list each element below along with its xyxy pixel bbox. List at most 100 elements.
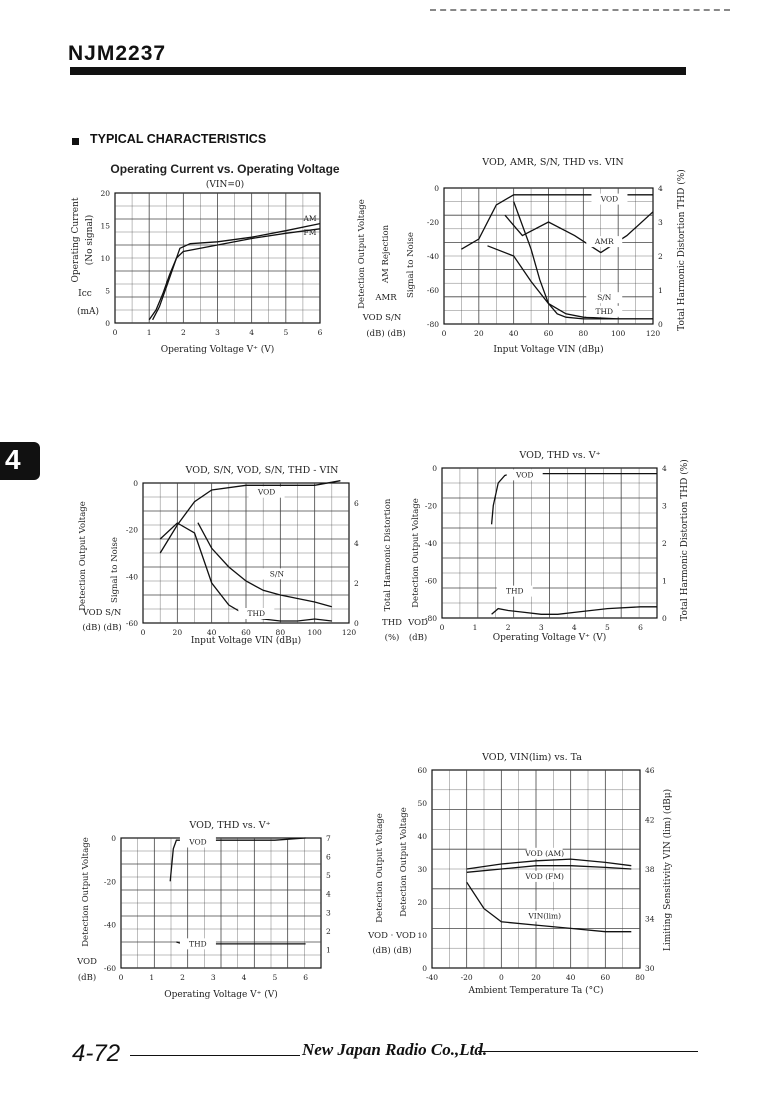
series-line-vod-am-: [466, 858, 632, 870]
x-tick-label: 120: [646, 329, 661, 338]
x-tick-label: 100: [611, 329, 626, 338]
x-tick-label: 3: [211, 973, 216, 982]
series-label-bg: [179, 836, 216, 848]
x-tick-label: 0: [442, 329, 447, 338]
x-tick-label: 4: [572, 623, 577, 632]
x-axis-label: Operating Voltage V⁺ (V): [493, 632, 607, 643]
y-tick-label: -20: [126, 526, 138, 535]
part-number: NJM2237: [68, 42, 167, 65]
series-label-bg: [496, 585, 533, 597]
series-label-bg: [179, 938, 216, 950]
x-tick-label: 80: [579, 329, 589, 338]
chart-c6: -40 -20 0 20 40 60 80 0 10 20 30 40 50 60 30 34 38 42 46 VO…: [367, 752, 673, 996]
series-label: VOD: [515, 470, 533, 479]
y-tick-label: 0: [434, 184, 439, 193]
x-tick-label: 3: [215, 328, 220, 337]
x-tick-label: 60: [241, 628, 251, 637]
y-tick-label: -60: [425, 577, 437, 586]
x-tick-label: 80: [276, 628, 286, 637]
y2-tick-label: 38: [645, 865, 655, 874]
footer-rule-left: [130, 1055, 300, 1056]
y-tick-label: -20: [427, 218, 439, 227]
series-label: AM: [302, 214, 316, 223]
series-label-bg: [586, 236, 623, 248]
y2-tick-label: 3: [658, 218, 663, 227]
chart-subtitle: (VIN=0): [206, 179, 244, 190]
y2-tick-label: 0: [354, 619, 359, 628]
y-tick-label: 0: [422, 964, 427, 973]
y-axis-label: AM Rejection: [381, 224, 391, 284]
y-tick-label: -40: [427, 252, 439, 261]
x-tick-label: 120: [342, 628, 357, 637]
series-label-bg: [591, 193, 628, 205]
y-axis-label: Signal to Noise: [406, 232, 416, 298]
x-axis-label: Input Voltage VIN (dBμ): [191, 635, 301, 646]
y-tick-label: 60: [417, 766, 427, 775]
y2-axis-label: Limiting Sensitivity VIN (lim) (dBμ): [662, 789, 673, 951]
series-label-bg: [526, 910, 563, 922]
y-tick-label: -20: [104, 877, 116, 886]
series-line-s-n: [197, 522, 332, 608]
y-tick-label: 0: [105, 319, 110, 328]
y-axis-label: (No signal): [84, 215, 95, 265]
y2-tick-label: 1: [658, 286, 663, 295]
y2-tick-label: 6: [354, 499, 359, 508]
y2-axis-label: (%): [385, 632, 400, 643]
x-tick-label: 2: [181, 328, 186, 337]
y-tick-label: -20: [425, 502, 437, 511]
series-label: S/N: [270, 569, 285, 578]
y2-tick-label: 30: [645, 964, 655, 973]
series-label: AMR: [594, 237, 614, 246]
y-tick-label: 0: [432, 464, 437, 473]
y-tick-label: 30: [417, 865, 427, 874]
y-tick-label: 20: [100, 189, 110, 198]
y-tick-label: -40: [104, 921, 116, 930]
y2-tick-label: 4: [326, 890, 331, 899]
y2-tick-label: 34: [645, 915, 655, 924]
chart-title: VOD, VIN(lim) vs. Ta: [481, 752, 582, 763]
chart-title: VOD, AMR, S/N, THD vs. VIN: [481, 157, 624, 168]
x-tick-label: 20: [173, 628, 183, 637]
x-tick-label: 4: [242, 973, 247, 982]
y2-tick-label: 2: [354, 579, 359, 588]
x-tick-label: 0: [119, 973, 124, 982]
series-label-bg: [258, 568, 295, 580]
series-line-vod-fm-: [466, 865, 632, 873]
header-rule: [70, 67, 686, 75]
x-tick-label: 2: [180, 973, 185, 982]
x-tick-label: 0: [141, 628, 146, 637]
chart-c5: 0 1 2 3 4 5 6 0 -20 -40 -60 1 2 3 4 5 6 7 VOD, THD vs. V⁺ O…: [76, 820, 331, 1000]
series-line-vod: [159, 480, 341, 554]
x-tick-label: 4: [249, 328, 254, 337]
footer-rule-right: [478, 1051, 698, 1052]
y2-axis-label: Total Harmonic Distortion: [383, 498, 393, 611]
series-label-bg: [526, 870, 563, 882]
x-tick-label: 100: [308, 628, 323, 637]
chart-c1: 0 1 2 3 4 5 6 0 5 10 15 20 Operating Current vs. Ope…: [71, 162, 340, 355]
y2-tick-label: 6: [326, 853, 331, 862]
x-axis-label: Input Voltage VIN (dBμ): [493, 344, 603, 355]
series-label: VOD: [257, 488, 275, 497]
series-label: THD: [189, 939, 207, 948]
y-axis-label: Operating Current: [71, 197, 81, 282]
y2-axis-label: Total Harmonic Distortion THD (%): [676, 169, 687, 331]
series-label-bg: [526, 847, 563, 859]
y-axis-label: (dB) (dB): [366, 328, 405, 339]
chart-title: VOD, S/N, VOD, S/N, THD - VIN: [185, 465, 339, 476]
y-axis-label: Detection Output Voltage: [411, 498, 421, 608]
x-tick-label: -40: [426, 973, 438, 982]
series-label: VOD: [600, 195, 618, 204]
y-axis-label: (dB): [409, 632, 427, 643]
company-name: New Japan Radio Co.,Ltd.: [302, 1040, 488, 1059]
y-tick-label: -80: [427, 320, 439, 329]
series-line-vod: [490, 472, 657, 525]
x-tick-label: 1: [147, 328, 152, 337]
y2-tick-label: 42: [645, 816, 655, 825]
x-axis-label: Ambient Temperature Ta (°C): [467, 985, 603, 996]
y2-tick-label: 2: [326, 927, 331, 936]
x-tick-label: 60: [544, 329, 554, 338]
